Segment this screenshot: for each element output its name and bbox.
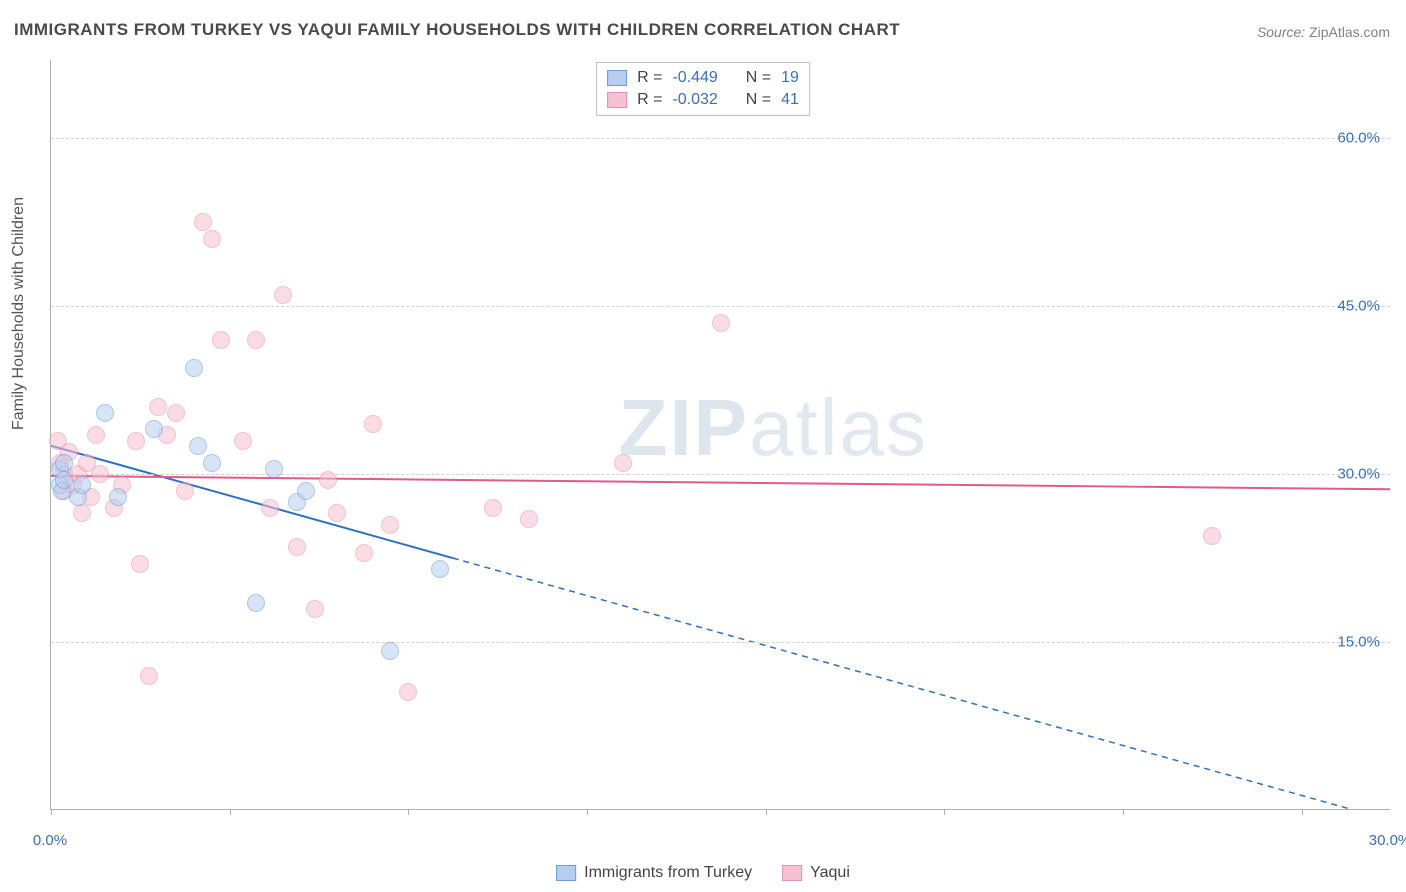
legend-stats: R = -0.449 N = 19 R = -0.032 N = 41 [596,62,810,116]
y-tick-label: 60.0% [1337,130,1380,147]
x-tick [1123,809,1124,815]
gridline [51,306,1390,307]
scatter-point [261,499,279,517]
scatter-point [399,683,417,701]
r-value: -0.032 [672,89,717,111]
scatter-point [145,420,163,438]
trend-line-solid [51,476,1390,489]
trend-line-dashed [453,558,1390,809]
gridline [51,138,1390,139]
scatter-point [73,504,91,522]
scatter-point [127,432,145,450]
legend-swatch [607,70,627,86]
scatter-point [712,314,730,332]
trend-lines [51,60,1390,809]
scatter-point [176,482,194,500]
chart-title: IMMIGRANTS FROM TURKEY VS YAQUI FAMILY H… [14,20,900,40]
legend-series-item: Yaqui [782,864,850,882]
legend-swatch [607,92,627,108]
legend-stat-row: R = -0.449 N = 19 [607,67,799,89]
scatter-point [149,398,167,416]
n-label: N = [746,67,771,89]
n-value: 41 [781,89,799,111]
scatter-point [212,331,230,349]
scatter-point [140,667,158,685]
scatter-point [265,460,283,478]
scatter-point [194,213,212,231]
x-tick [587,809,588,815]
scatter-point [328,504,346,522]
x-tick [230,809,231,815]
scatter-point [306,600,324,618]
scatter-point [381,642,399,660]
scatter-point [55,454,73,472]
n-label: N = [746,89,771,111]
scatter-point [91,465,109,483]
scatter-point [203,454,221,472]
legend-series-label: Yaqui [810,864,850,882]
scatter-point [484,499,502,517]
scatter-point [189,437,207,455]
scatter-point [167,404,185,422]
scatter-point [73,476,91,494]
legend-series: Immigrants from Turkey Yaqui [556,864,850,882]
x-tick [1302,809,1303,815]
scatter-point [1203,527,1221,545]
scatter-point [96,404,114,422]
r-value: -0.449 [672,67,717,89]
y-tick-label: 45.0% [1337,298,1380,315]
r-label: R = [637,67,662,89]
x-tick [766,809,767,815]
scatter-point [247,594,265,612]
scatter-point [364,415,382,433]
scatter-point [355,544,373,562]
scatter-point [87,426,105,444]
scatter-point [319,471,337,489]
legend-stat-row: R = -0.032 N = 41 [607,89,799,111]
y-tick-label: 30.0% [1337,466,1380,483]
r-label: R = [637,89,662,111]
scatter-point [431,560,449,578]
legend-swatch [556,865,576,881]
scatter-point [203,230,221,248]
scatter-point [274,286,292,304]
scatter-point [109,488,127,506]
gridline [51,474,1390,475]
source-value: ZipAtlas.com [1309,24,1390,40]
source: Source: ZipAtlas.com [1257,24,1390,40]
n-value: 19 [781,67,799,89]
x-tick [408,809,409,815]
x-tick [944,809,945,815]
x-tick [51,809,52,815]
gridline [51,642,1390,643]
x-tick-label: 0.0% [33,832,67,849]
scatter-point [288,538,306,556]
x-tick-label: 30.0% [1369,832,1406,849]
plot-area: 15.0% 30.0% 45.0% 60.0% [50,60,1390,810]
scatter-point [381,516,399,534]
source-label: Source: [1257,24,1305,40]
scatter-point [131,555,149,573]
scatter-point [234,432,252,450]
scatter-point [614,454,632,472]
legend-swatch [782,865,802,881]
scatter-point [55,471,73,489]
scatter-point [247,331,265,349]
scatter-point [185,359,203,377]
y-tick-label: 15.0% [1337,634,1380,651]
scatter-point [297,482,315,500]
legend-series-item: Immigrants from Turkey [556,864,752,882]
scatter-point [520,510,538,528]
legend-series-label: Immigrants from Turkey [584,864,752,882]
y-axis-label: Family Households with Children [10,197,28,430]
